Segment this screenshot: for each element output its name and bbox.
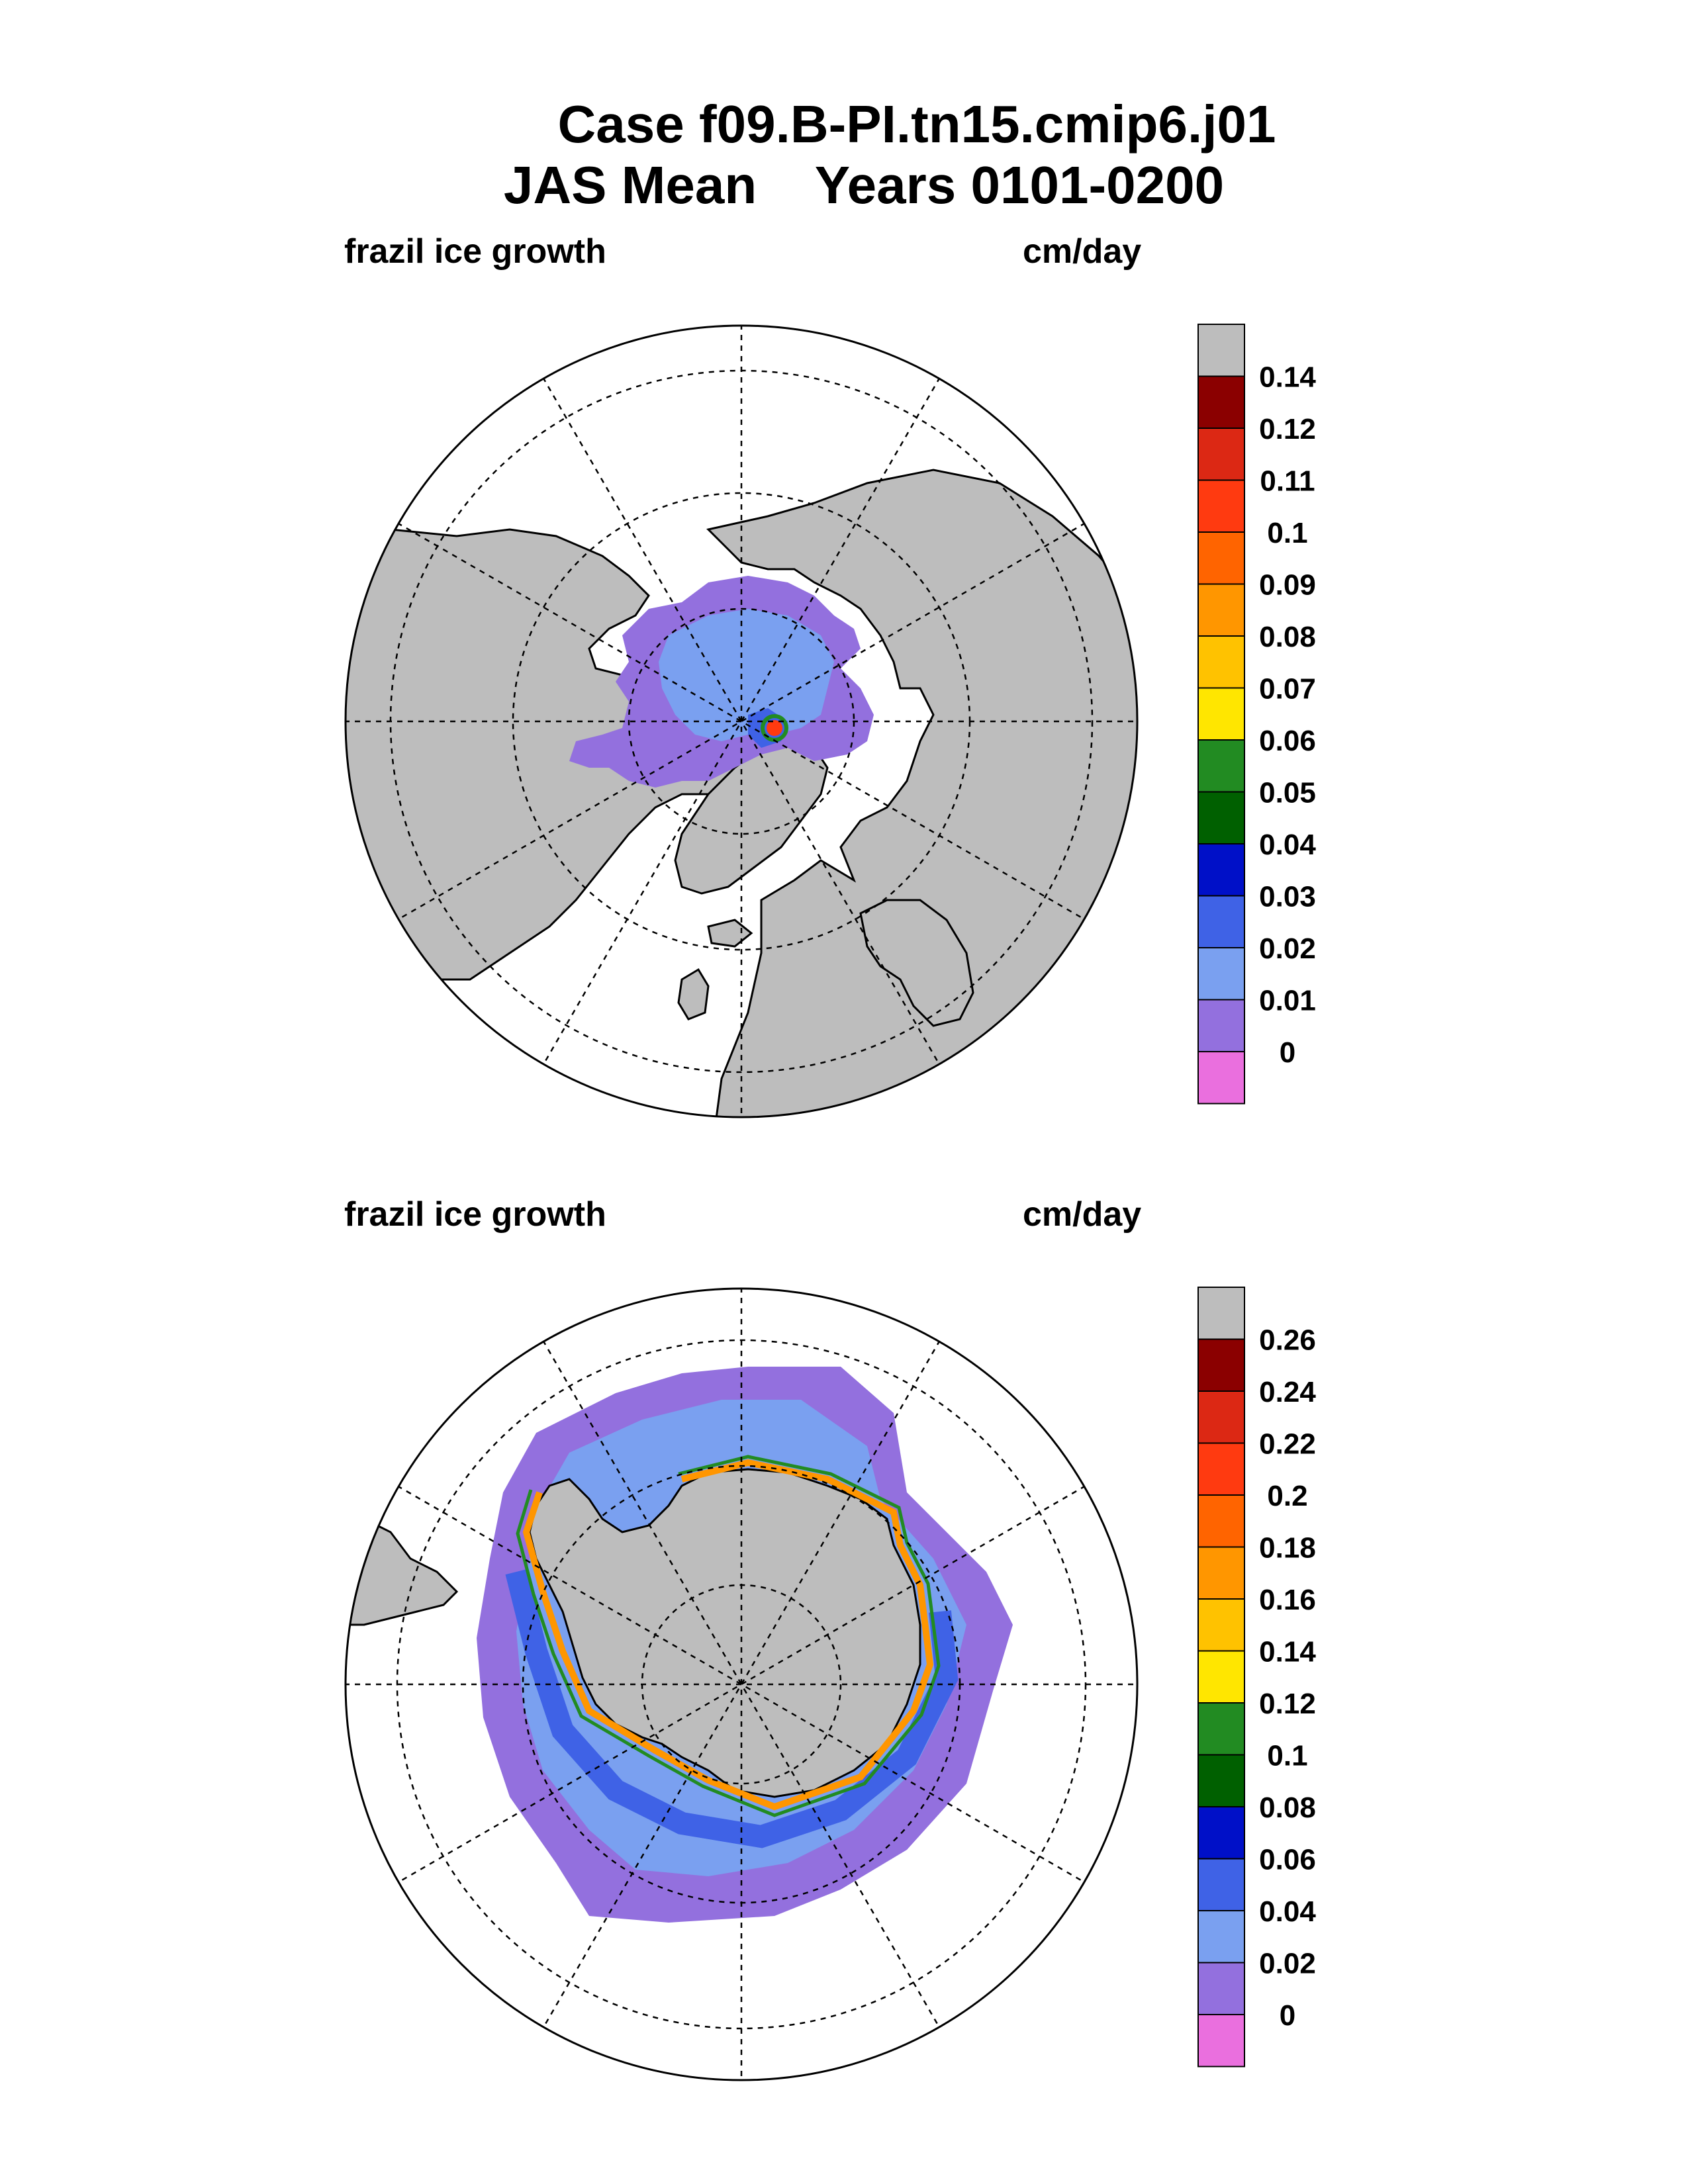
colorbar-swatch [1197,635,1245,689]
colorbar-tick-label: 0.2 [1267,1480,1307,1512]
colorbar-swatch [1197,739,1245,793]
colorbar-swatch [1197,895,1245,948]
colorbar-swatch [1197,531,1245,585]
north-polar-map [344,324,1139,1118]
colorbar-swatch [1197,999,1245,1052]
colorbar-tick-label: 0.07 [1259,673,1316,705]
north-land-british-isles [677,968,710,1021]
colorbar-swatch [1197,1442,1245,1496]
colorbar-swatch [1197,1962,1245,2015]
colorbar-swatch [1197,1754,1245,1807]
colorbar-swatch [1197,1494,1245,1548]
south-polar-map [344,1287,1139,2081]
colorbar-tick-label: 0.06 [1259,1844,1316,1876]
colorbar-swatch [1197,2014,1245,2068]
colorbar-tick-label: 0.08 [1259,621,1316,653]
colorbar-swatch [1197,1051,1245,1105]
colorbar-tick-label: 0.14 [1259,361,1316,394]
colorbar-tick-label: 0.02 [1259,1948,1316,1980]
colorbar-tick-label: 0.02 [1259,933,1316,965]
colorbar-swatch [1197,1598,1245,1652]
colorbar-tick-label: 0.22 [1259,1428,1316,1461]
north-land-europe [859,899,974,1027]
colorbar-tick-label: 0.24 [1259,1376,1316,1408]
colorbar-swatch [1197,1910,1245,1964]
colorbar-swatch [1197,1338,1245,1392]
colorbar-tick-label: 0.12 [1259,413,1316,445]
north-colorbar: 0.14 0.12 0.11 0.1 0.09 0.08 0.07 0.06 0.05 0.04 0… [1197,324,1316,1105]
colorbar-swatch [1197,947,1245,1001]
colorbar-tick-label: 0.05 [1259,777,1316,809]
colorbar-tick-label: 0.09 [1259,569,1316,602]
colorbar-tick-label: 0.18 [1259,1532,1316,1565]
panel-2-variable-label: frazil ice growth [344,1195,606,1234]
colorbar-swatch [1197,1806,1245,1860]
panel-1-units-label: cm/day [1023,232,1142,271]
colorbar-tick-label: 0.06 [1259,725,1316,757]
colorbar-swatch [1197,1546,1245,1600]
colorbar-tick-label: 0.11 [1260,465,1315,498]
south-coastal-inner-band [516,1455,941,1817]
south-map-border [344,1287,1139,2081]
title-line-1: Case f09.B-PI.tn15.cmip6.j01 [557,95,1276,154]
colorbar-tick-label: 0.04 [1259,829,1316,861]
north-field-hotspot [767,720,782,736]
south-field-blue-ring [505,1569,959,1848]
north-graticule [346,326,1137,1117]
colorbar-tick-label: 0.03 [1259,881,1316,913]
colorbar-swatch [1197,375,1245,429]
colorbar-tick-label: 0.1 [1267,1740,1307,1772]
colorbar-swatch [1197,1650,1245,1704]
colorbar-tick-label: 0.12 [1259,1688,1316,1720]
colorbar-swatch [1197,1390,1245,1444]
colorbar-tick-label: 0.16 [1259,1584,1316,1616]
title-line-2: JAS Mean Years 0101-0200 [503,156,1225,214]
panel-2-units-label: cm/day [1023,1195,1142,1234]
north-field-light-blue [659,609,834,741]
colorbar-tick-label: 0.26 [1259,1324,1316,1357]
colorbar-swatch [1197,1858,1245,1911]
colorbar-tick-label: 0.04 [1259,1895,1316,1928]
south-colorbar: 0.26 0.24 0.22 0.2 0.18 0.16 0.14 0.12 0.1 0.08 0.… [1197,1287,1316,2068]
colorbar-tick-label: 0 [1280,1036,1295,1069]
colorbar-swatch [1197,479,1245,533]
colorbar-swatch [1197,1287,1245,1340]
panel-1-variable-label: frazil ice growth [344,232,606,271]
colorbar-swatch [1197,583,1245,637]
colorbar-swatch [1197,1702,1245,1756]
colorbar-swatch [1197,687,1245,741]
colorbar-swatch [1197,428,1245,481]
colorbar-tick-label: 0.08 [1259,1792,1316,1824]
colorbar-tick-label: 0.01 [1259,985,1316,1017]
south-graticule [346,1289,1137,2080]
colorbar-swatch [1197,843,1245,897]
colorbar-tick-label: 0.14 [1259,1636,1316,1668]
colorbar-tick-label: 0.1 [1267,517,1307,549]
colorbar-swatch [1197,324,1245,377]
colorbar-swatch [1197,791,1245,844]
north-map-border [344,324,1139,1118]
south-coastal-color-band [522,1459,934,1811]
colorbar-tick-label: 0 [1280,1999,1295,2032]
